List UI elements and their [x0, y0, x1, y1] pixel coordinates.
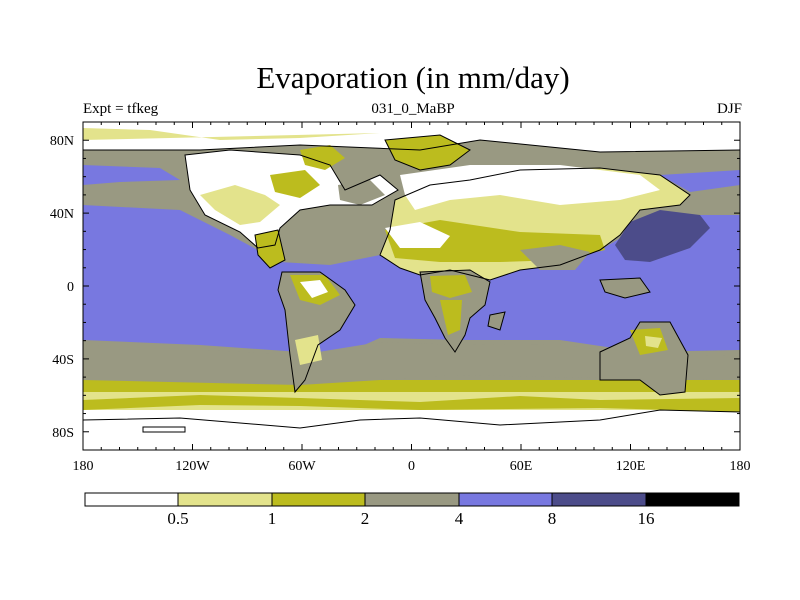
colorbar-label: 0.5: [167, 509, 188, 528]
colorbar: [84, 492, 740, 507]
x-tick-label: 120E: [616, 459, 646, 474]
colorbar-swatch-1: [177, 492, 273, 507]
colorbar-swatch-5: [551, 492, 647, 507]
colorbar-swatch-0: [84, 492, 179, 507]
x-tick-label: 120W: [175, 459, 210, 474]
x-tick-label: 180: [730, 459, 751, 474]
colorbar-swatch-4: [458, 492, 553, 507]
colorbar-swatch-2: [271, 492, 366, 507]
experiment-label: Expt = tfkeg: [83, 101, 159, 117]
plot-title: Evaporation (in mm/day): [256, 60, 570, 95]
colorbar-label: 4: [455, 509, 464, 528]
y-tick-label: 40S: [52, 353, 74, 368]
colorbar-swatch-3: [364, 492, 460, 507]
x-tick-label: 60E: [510, 459, 533, 474]
axis-ticks: [82, 121, 741, 451]
coastlines: [83, 134, 740, 433]
colorbar-label: 1: [268, 509, 277, 528]
colorbar-label: 2: [361, 509, 370, 528]
x-tick-label: 0: [408, 459, 415, 474]
colorbar-swatch-6: [645, 492, 740, 507]
time-label: 031_0_MaBP: [371, 101, 455, 117]
x-tick-label: 180: [73, 459, 94, 474]
evaporation-field: [83, 122, 740, 450]
season-label: DJF: [716, 101, 742, 117]
colorbar-label: 16: [638, 509, 655, 528]
colorbar-label: 8: [548, 509, 557, 528]
y-tick-label: 40N: [50, 207, 74, 222]
y-tick-label: 0: [67, 280, 74, 295]
y-tick-label: 80S: [52, 426, 74, 441]
x-tick-label: 60W: [288, 459, 316, 474]
y-tick-label: 80N: [50, 134, 74, 149]
